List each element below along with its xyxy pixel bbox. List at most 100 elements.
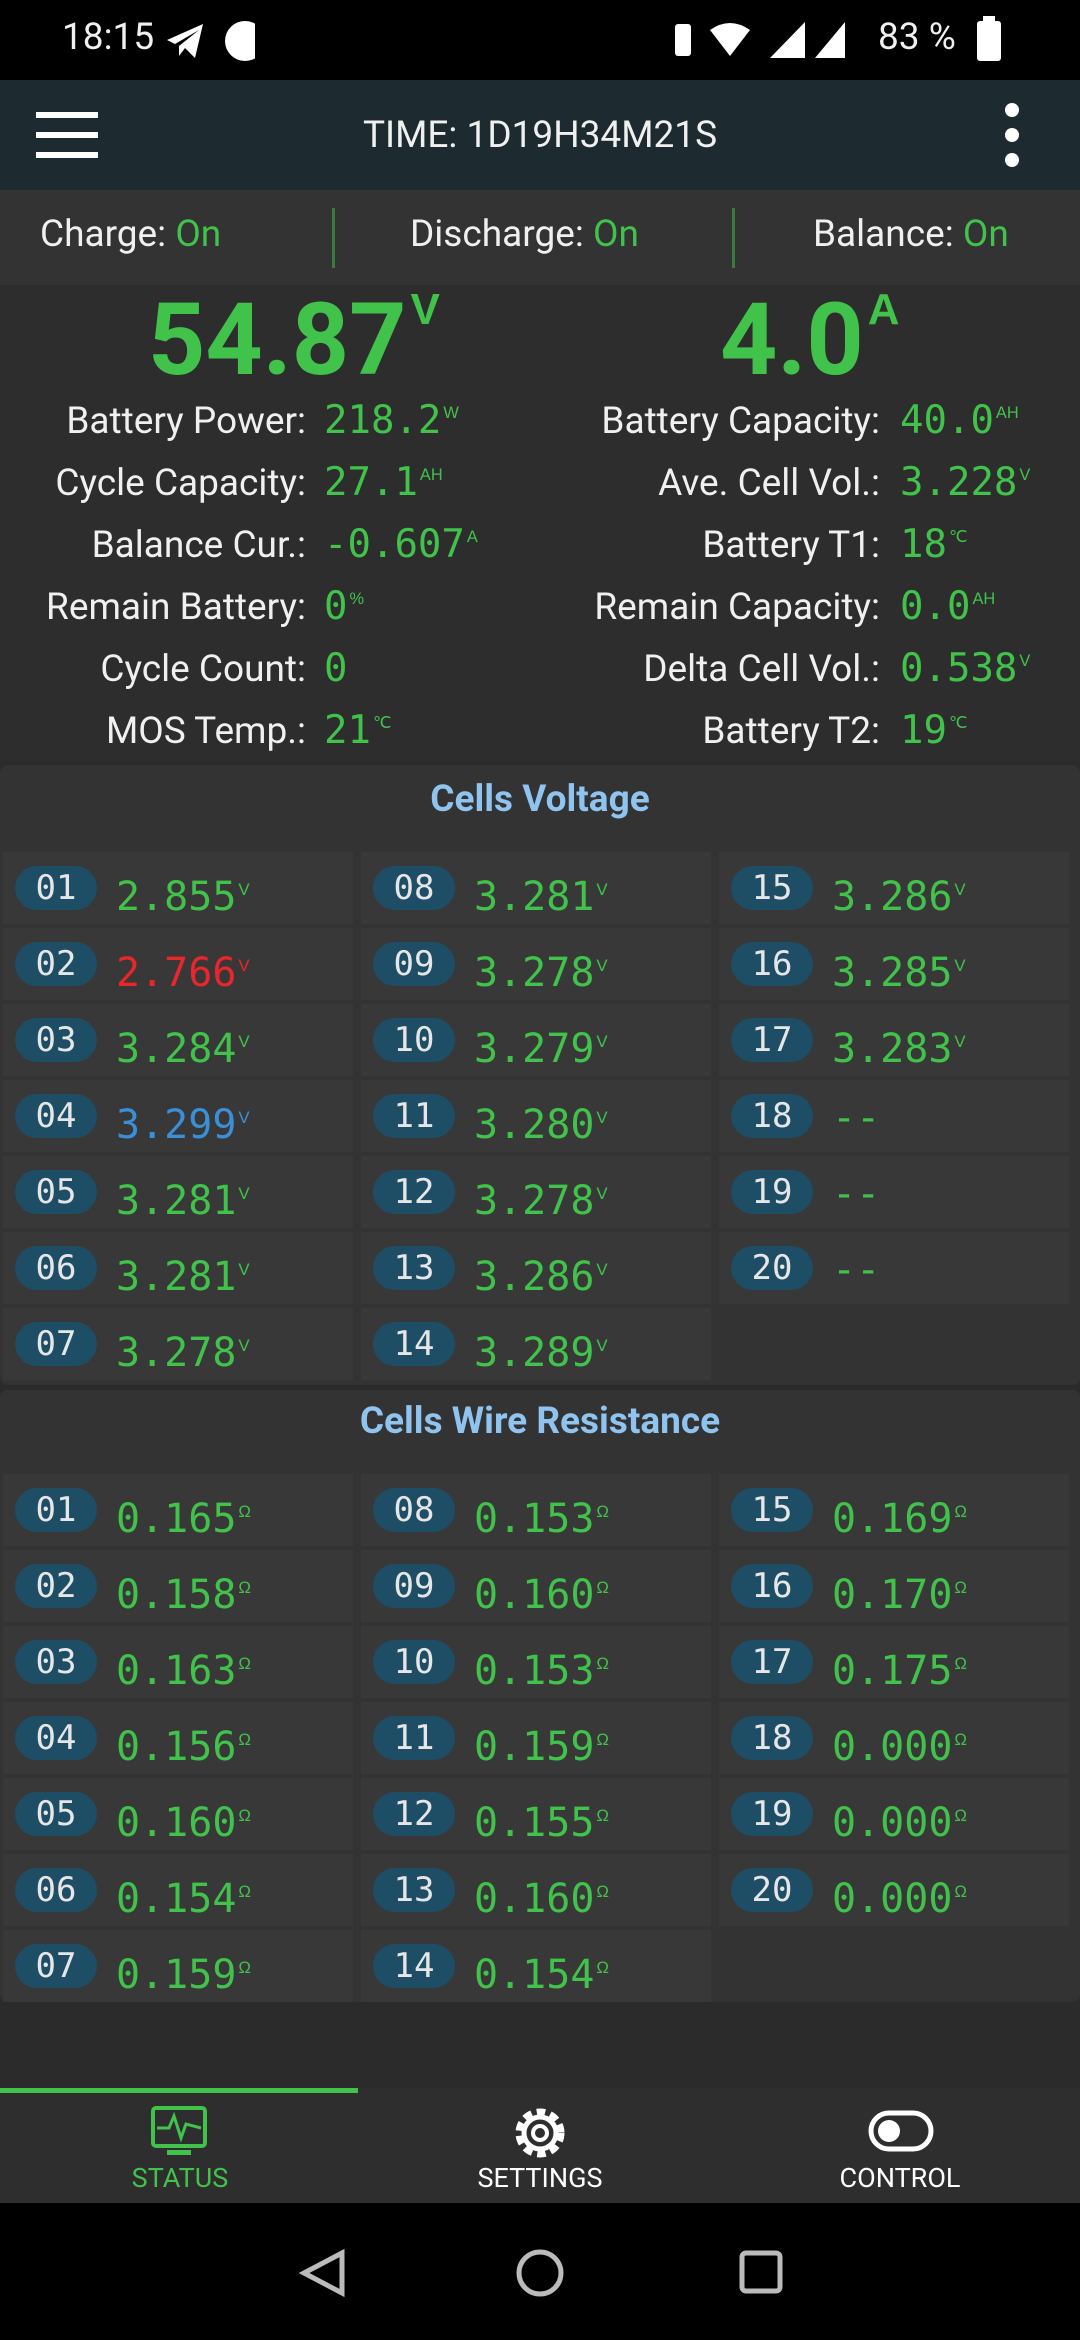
cell-badge: 07	[15, 1322, 97, 1366]
cell-value-text-number: 0.000	[832, 1724, 953, 1771]
switch-state: On	[962, 213, 1009, 256]
cell-value-text: 0.000 Ω	[832, 1724, 967, 1770]
big-value: 4.0	[720, 282, 864, 399]
stat-value: 0.0 AH	[900, 584, 995, 629]
stat-value: 40.0 AH	[900, 398, 1019, 443]
cell-value-text-unit: Ω	[596, 1958, 609, 1977]
cell-value: 3.284 V	[116, 1020, 250, 1071]
cell-value: 0.153 Ω	[474, 1642, 609, 1693]
status-icon[interactable]	[151, 2106, 207, 2158]
cell-value: 0.163 Ω	[116, 1642, 251, 1693]
cell-value-text-unit: V	[238, 1108, 250, 1127]
cell-value-text: 0.170 Ω	[832, 1572, 967, 1618]
stat-value: -0.607 A	[324, 522, 478, 567]
stat-value-text-number: 21	[324, 708, 371, 753]
overflow-menu[interactable]	[1000, 102, 1024, 168]
stat-value: 0	[324, 646, 347, 691]
cell-value: 3.281 V	[474, 868, 608, 919]
cell-value: 3.278 V	[474, 1172, 608, 1223]
switch-status: Balance: On	[813, 213, 1009, 256]
menu-button[interactable]	[36, 110, 98, 160]
stat-value: 21 ℃	[324, 708, 391, 753]
stat-value-text: 0	[324, 646, 347, 691]
cell-value-text-number: 3.281	[474, 874, 595, 921]
big-unit: A	[867, 285, 900, 334]
stat-value-text-unit: V	[1019, 466, 1031, 485]
system-nav-buttons[interactable]	[290, 2243, 790, 2303]
cell-value: --	[832, 1096, 880, 1140]
cell-value-text-unit: V	[596, 1260, 608, 1279]
stat-value-text: 0.0 AH	[900, 584, 995, 629]
cell-badge: 08	[373, 1488, 455, 1532]
cell-value: 3.286 V	[474, 1248, 608, 1299]
cell-value: 3.280 V	[474, 1096, 608, 1147]
cell-value-text: --	[832, 1247, 880, 1293]
cell-value-text: 2.766 V	[116, 950, 250, 996]
cell-value-text-number: 3.286	[832, 874, 953, 921]
nav-label: CONTROL	[839, 2162, 961, 2194]
cell-value-text-unit: V	[954, 1032, 966, 1051]
cell-value-text: 3.278 V	[474, 1178, 608, 1224]
cell-badge: 17	[731, 1640, 813, 1684]
cell-value-text-unit: V	[238, 956, 250, 975]
cell-value: 0.159 Ω	[116, 1946, 251, 1997]
cell-value-text-number: 0.159	[116, 1952, 237, 1999]
cell-badge: 07	[15, 1944, 97, 1988]
switch-label: Balance:	[813, 213, 954, 256]
stat-value-text: 3.228 V	[900, 460, 1030, 505]
nav-label: STATUS	[131, 2162, 229, 2194]
cell-value-text-unit: V	[238, 1184, 250, 1203]
cell-value-text-unit: Ω	[238, 1882, 251, 1901]
cell-value-text-number: 3.278	[116, 1330, 237, 1377]
big-reading: 54.87V	[148, 282, 440, 399]
stat-label: Remain Capacity:	[594, 586, 880, 629]
cell-value-text-unit: Ω	[596, 1578, 609, 1597]
cell-badge: 10	[373, 1640, 455, 1684]
switch-label: Charge:	[40, 213, 167, 256]
stat-value-text-number: 19	[900, 708, 947, 753]
notification-icons	[167, 21, 255, 61]
stat-value-text-number: 0	[324, 646, 348, 691]
stat-label: Ave. Cell Vol.:	[658, 462, 880, 505]
bottom-nav	[0, 2088, 1080, 2203]
cell-value: 0.154 Ω	[116, 1870, 251, 1921]
stat-value-text-unit: AH	[419, 466, 443, 485]
cell-value-text-number: 3.279	[474, 1026, 595, 1073]
cell-badge: 04	[15, 1094, 97, 1138]
cell-badge: 09	[373, 942, 455, 986]
switch-status: Charge: On	[40, 213, 221, 256]
cell-value-text: 0.175 Ω	[832, 1648, 967, 1694]
cell-badge: 14	[373, 1322, 455, 1366]
cell-value: 0.156 Ω	[116, 1718, 251, 1769]
switch-state: On	[593, 213, 639, 256]
cell-value: 2.855 V	[116, 868, 250, 919]
cell-badge: 16	[731, 1564, 813, 1608]
cell-badge: 12	[373, 1792, 455, 1836]
cell-value-text-number: 3.299	[116, 1102, 237, 1149]
summary-panel	[0, 285, 1080, 762]
stat-label: Battery T2:	[702, 710, 880, 753]
stat-value-text: 27.1 AH	[324, 460, 443, 505]
cell-value-text-unit: V	[596, 1032, 608, 1051]
stat-value-text-number: 27.1	[324, 460, 418, 505]
cell-value-text: 0.163 Ω	[116, 1648, 251, 1694]
cell-value: 0.154 Ω	[474, 1946, 609, 1997]
stat-label: Cycle Capacity:	[55, 462, 306, 505]
cell-value: 0.000 Ω	[832, 1794, 967, 1845]
big-value: 54.87	[148, 282, 407, 399]
cell-value-text-unit: Ω	[596, 1806, 609, 1825]
system-nav	[0, 2203, 1080, 2340]
cell-value-text-number: --	[832, 1171, 881, 1217]
cell-value-text-number: 0.154	[474, 1952, 595, 1999]
cell-value-text-number: --	[832, 1095, 881, 1141]
cell-value: 0.169 Ω	[832, 1490, 967, 1541]
settings-icon[interactable]	[511, 2104, 569, 2162]
control-icon[interactable]	[868, 2110, 934, 2152]
cell-value-text-number: 3.281	[116, 1254, 237, 1301]
cell-value-text: 0.000 Ω	[832, 1876, 967, 1922]
stat-value-text-number: 40.0	[900, 398, 994, 443]
cell-badge: 11	[373, 1094, 455, 1138]
cell-value-text: 0.153 Ω	[474, 1496, 609, 1542]
cell-badge: 20	[731, 1868, 813, 1912]
cell-badge: 14	[373, 1944, 455, 1988]
